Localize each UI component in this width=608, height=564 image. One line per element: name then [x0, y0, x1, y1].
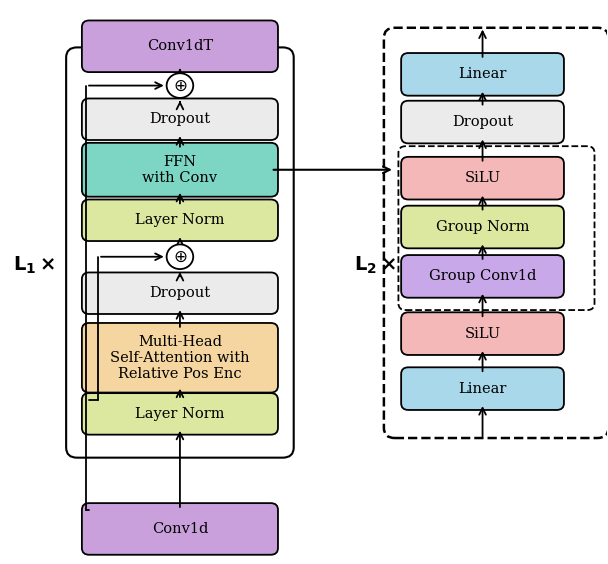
FancyBboxPatch shape [401, 53, 564, 96]
FancyBboxPatch shape [82, 143, 278, 197]
FancyBboxPatch shape [401, 101, 564, 143]
Text: Dropout: Dropout [150, 112, 210, 126]
Text: $\oplus$: $\oplus$ [173, 248, 187, 266]
Text: Group Norm: Group Norm [436, 220, 530, 234]
Text: Linear: Linear [458, 382, 506, 395]
Text: Conv1d: Conv1d [152, 522, 208, 536]
FancyBboxPatch shape [82, 393, 278, 435]
FancyBboxPatch shape [82, 323, 278, 393]
Text: SiLU: SiLU [465, 327, 500, 341]
Text: Linear: Linear [458, 67, 506, 81]
Text: Dropout: Dropout [150, 286, 210, 300]
Text: Layer Norm: Layer Norm [135, 213, 225, 227]
FancyBboxPatch shape [401, 312, 564, 355]
Text: Group Conv1d: Group Conv1d [429, 270, 536, 283]
FancyBboxPatch shape [401, 157, 564, 200]
Text: $\mathbf{L_2 \times}$: $\mathbf{L_2 \times}$ [354, 254, 396, 276]
FancyBboxPatch shape [82, 503, 278, 555]
FancyBboxPatch shape [82, 20, 278, 72]
Circle shape [167, 244, 193, 269]
FancyBboxPatch shape [82, 99, 278, 140]
Text: Dropout: Dropout [452, 115, 513, 129]
Text: Multi-Head
Self-Attention with
Relative Pos Enc: Multi-Head Self-Attention with Relative … [110, 334, 250, 381]
Text: Conv1dT: Conv1dT [147, 39, 213, 53]
FancyBboxPatch shape [401, 206, 564, 248]
FancyBboxPatch shape [82, 200, 278, 241]
Text: SiLU: SiLU [465, 171, 500, 185]
Text: $\oplus$: $\oplus$ [173, 77, 187, 95]
Text: $\mathbf{L_1 \times}$: $\mathbf{L_1 \times}$ [13, 254, 56, 276]
Text: Layer Norm: Layer Norm [135, 407, 225, 421]
FancyBboxPatch shape [82, 272, 278, 314]
Circle shape [167, 73, 193, 98]
FancyBboxPatch shape [401, 255, 564, 298]
Text: FFN
with Conv: FFN with Conv [142, 155, 218, 185]
FancyBboxPatch shape [401, 367, 564, 410]
